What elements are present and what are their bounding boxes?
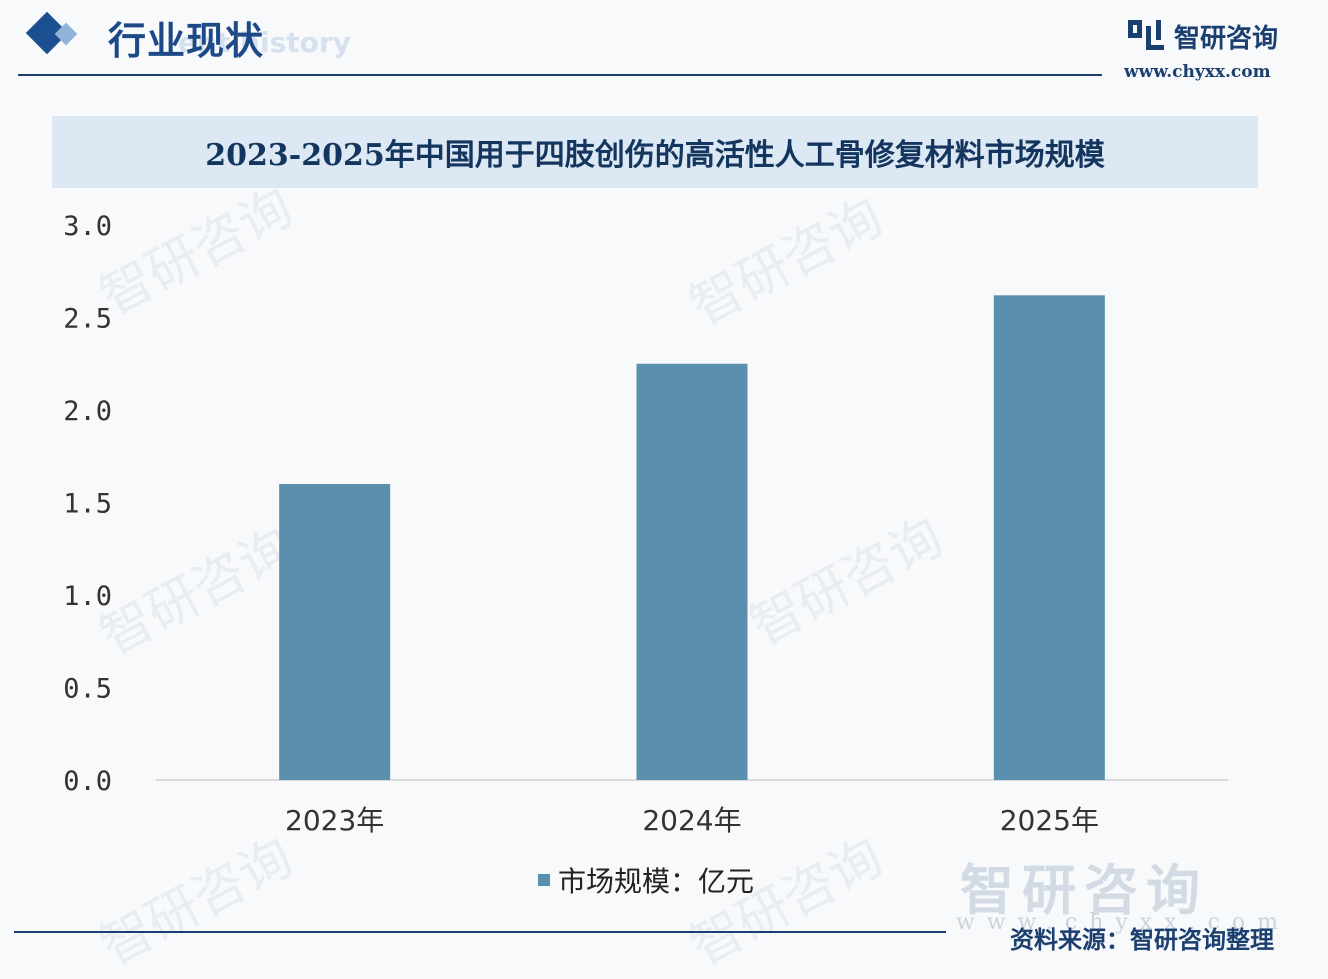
bar [279, 484, 391, 780]
chart-title: 2023-2025年中国用于四肢创伤的高活性人工骨修复材料市场规模 [205, 138, 1105, 173]
header-divider [18, 74, 1102, 76]
x-tick-label: 2024年 [642, 804, 741, 837]
y-tick-label: 1.5 [63, 489, 112, 520]
y-tick-label: 0.0 [63, 766, 112, 797]
chart-title-band: 2023-2025年中国用于四肢创伤的高活性人工骨修复材料市场规模 [52, 116, 1258, 188]
legend-label: 市场规模：亿元 [558, 865, 755, 898]
source-note: 资料来源：智研咨询整理 [1010, 926, 1274, 954]
chart-legend: 市场规模：亿元 [538, 860, 754, 900]
footer-divider [14, 931, 946, 933]
legend-swatch [538, 874, 550, 886]
brand-name: 智研咨询 [1174, 24, 1279, 54]
x-tick-label: 2025年 [1000, 804, 1099, 837]
y-tick-label: 1.0 [63, 581, 112, 612]
y-tick-label: 2.0 [63, 396, 112, 427]
footer-brand-watermark: 智研咨询 [960, 859, 1208, 922]
brand-logo-icon [1128, 20, 1164, 50]
y-tick-label: 0.5 [63, 674, 112, 705]
section-title: 行业现状 [108, 19, 265, 63]
brand-url: www.chyxx.com [1124, 62, 1271, 82]
bar [636, 363, 748, 780]
bar [993, 295, 1105, 780]
x-tick-label: 2023年 [285, 804, 384, 837]
header-ghost-text: ent history [178, 26, 351, 59]
footer-url-watermark: www.chyxx.com [956, 910, 1291, 935]
y-tick-label: 3.0 [63, 211, 112, 242]
y-tick-label: 2.5 [63, 304, 112, 335]
